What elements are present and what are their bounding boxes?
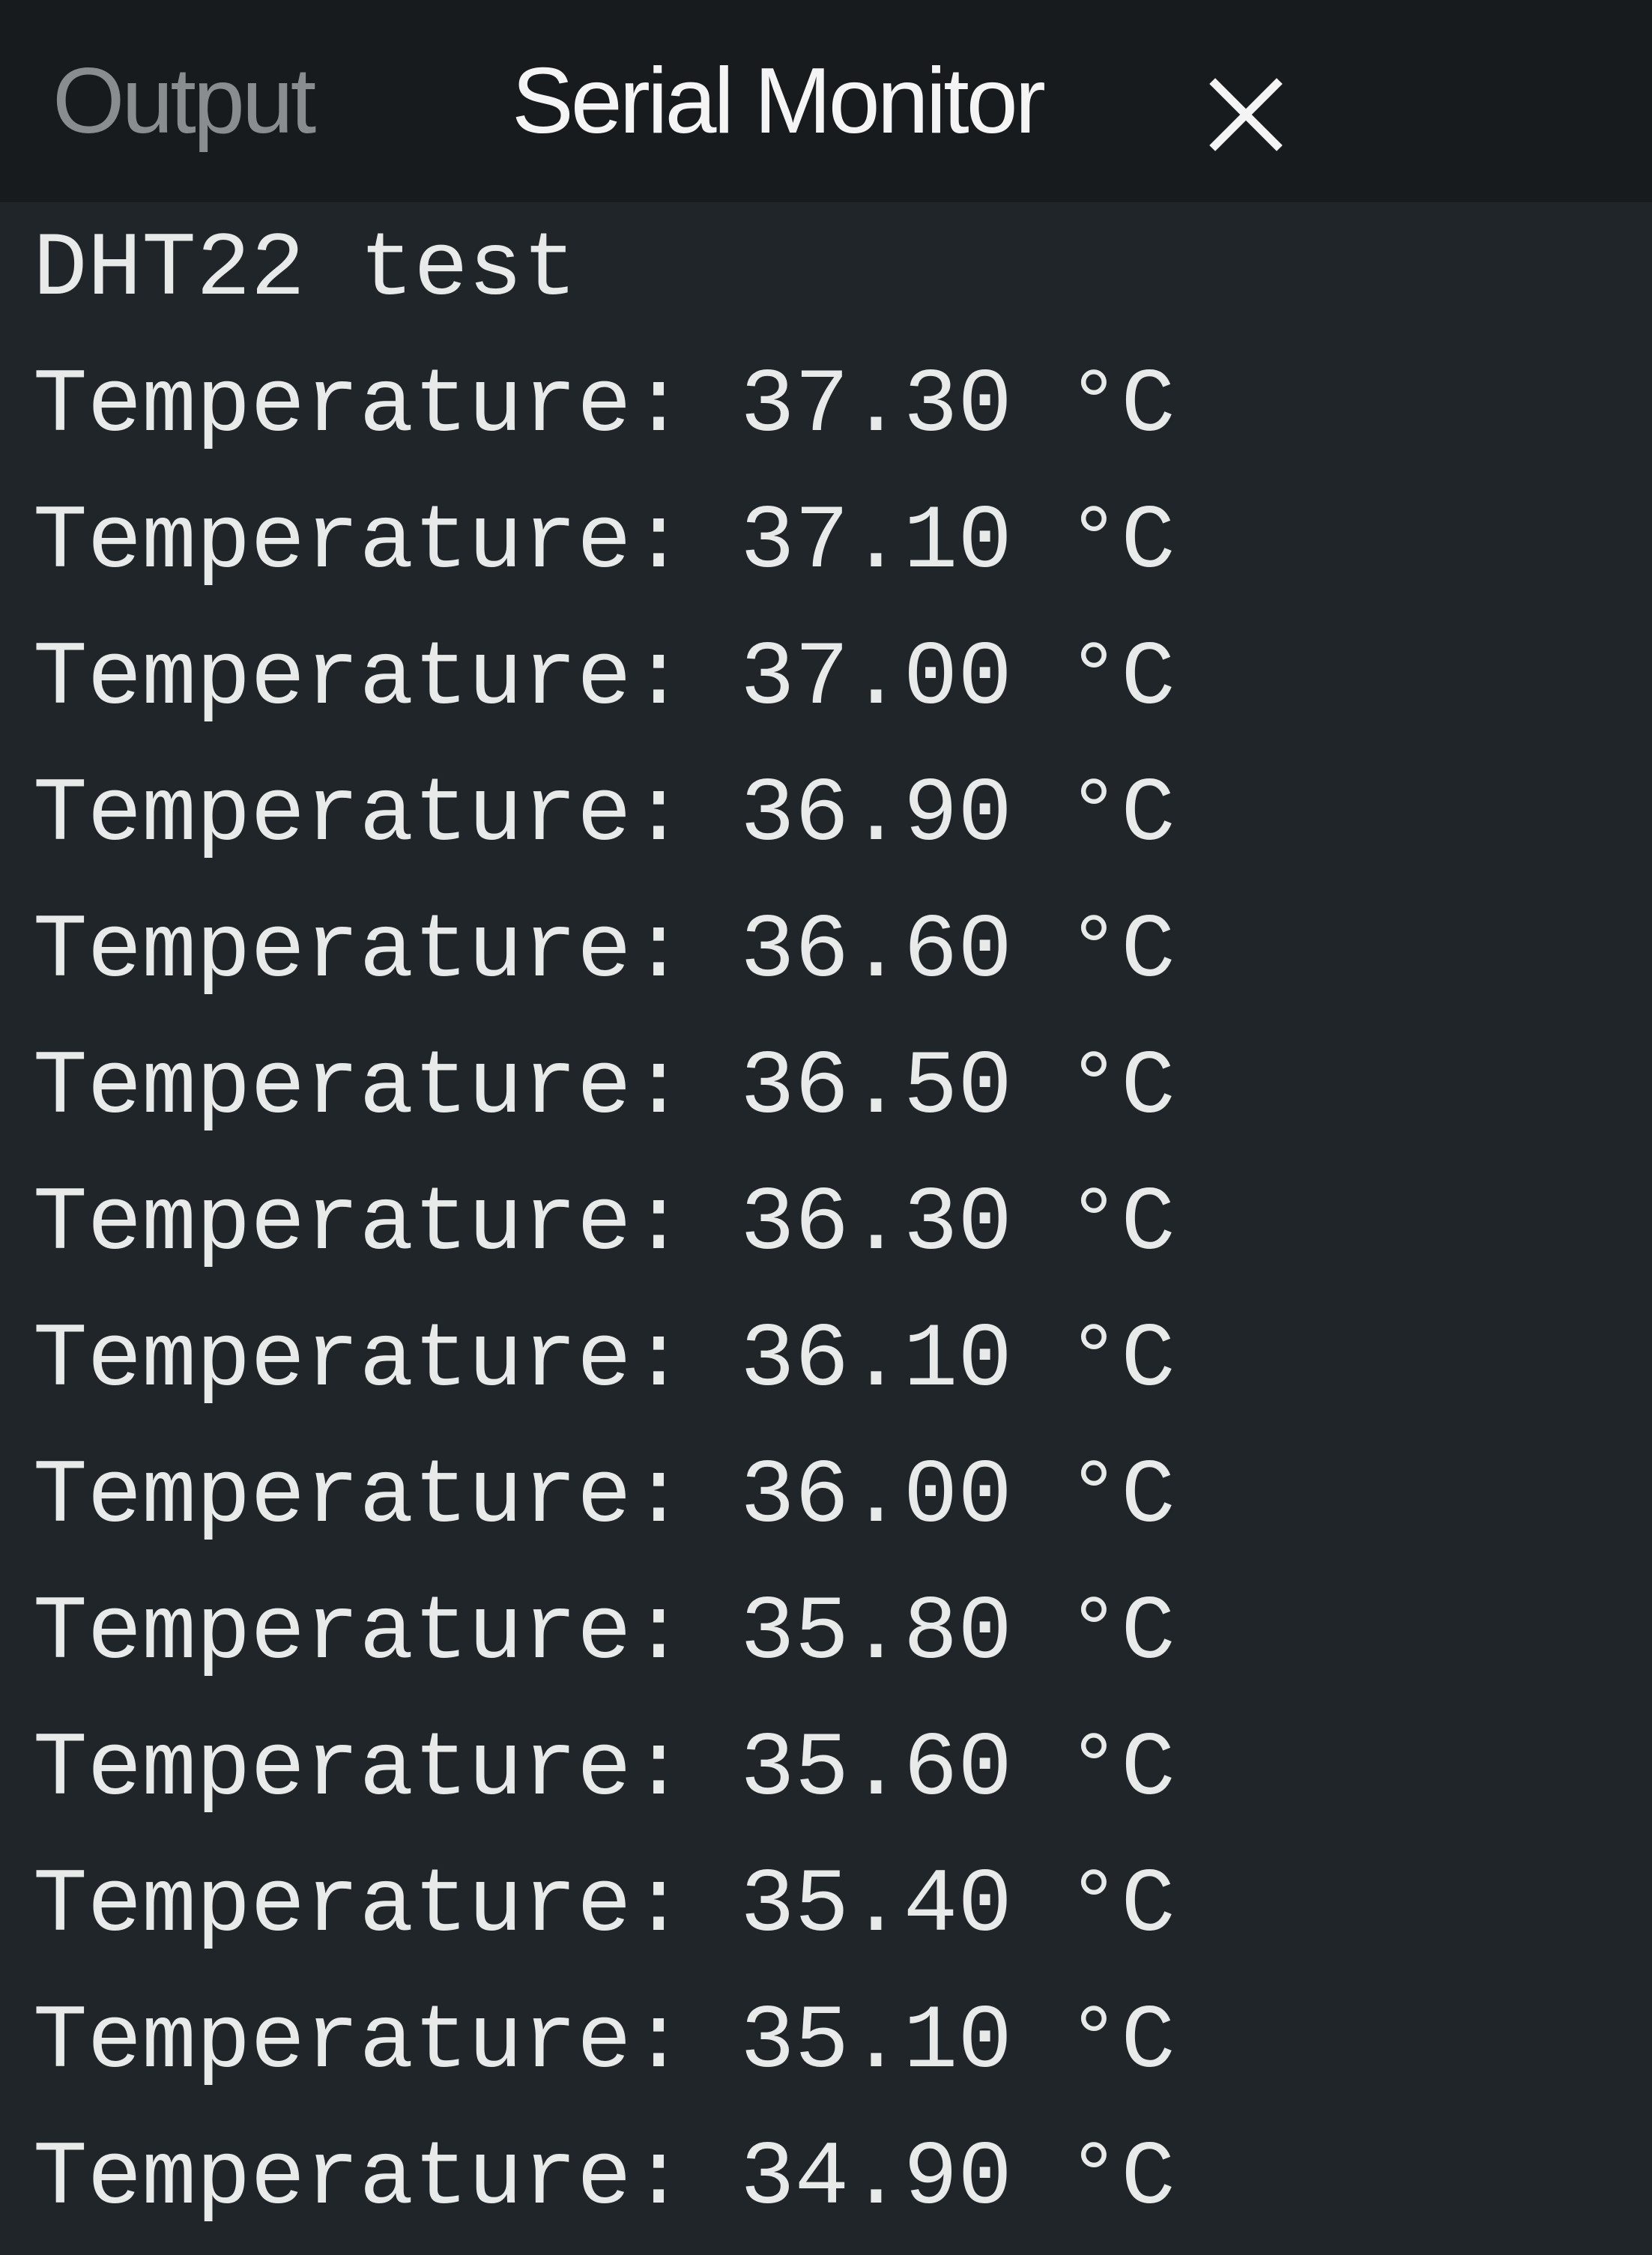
tab-bar: Output Serial Monitor: [0, 0, 1652, 202]
console-line: Temperature: 35.60 °C: [33, 1719, 1176, 1821]
console-line: Temperature: 36.00 °C: [33, 1446, 1176, 1549]
console-line: Temperature: 37.00 °C: [33, 628, 1176, 730]
console-line: Temperature: 35.80 °C: [33, 1582, 1176, 1685]
close-tab-button[interactable]: [1205, 73, 1287, 156]
console-line: Temperature: 36.90 °C: [33, 764, 1176, 867]
console-line: DHT22 test: [33, 219, 578, 321]
console-line: Temperature: 35.40 °C: [33, 1855, 1176, 1958]
console-line: Temperature: 36.10 °C: [33, 1310, 1176, 1412]
close-icon: [1209, 78, 1283, 151]
tab-serial-monitor[interactable]: Serial Monitor: [512, 49, 1046, 153]
console-line: Temperature: 36.60 °C: [33, 901, 1176, 1003]
console-line: Temperature: 37.30 °C: [33, 355, 1176, 458]
console-line: Temperature: 35.10 °C: [33, 1991, 1176, 2094]
console-line: Temperature: 36.30 °C: [33, 1173, 1176, 1276]
tab-output[interactable]: Output: [52, 49, 316, 153]
console-line: Temperature: 36.50 °C: [33, 1037, 1176, 1139]
serial-output-console[interactable]: DHT22 test Temperature: 37.30 °C Tempera…: [0, 202, 1652, 2255]
console-line: Temperature: 37.10 °C: [33, 491, 1176, 594]
console-line: Temperature: 34.90 °C: [33, 2128, 1176, 2230]
